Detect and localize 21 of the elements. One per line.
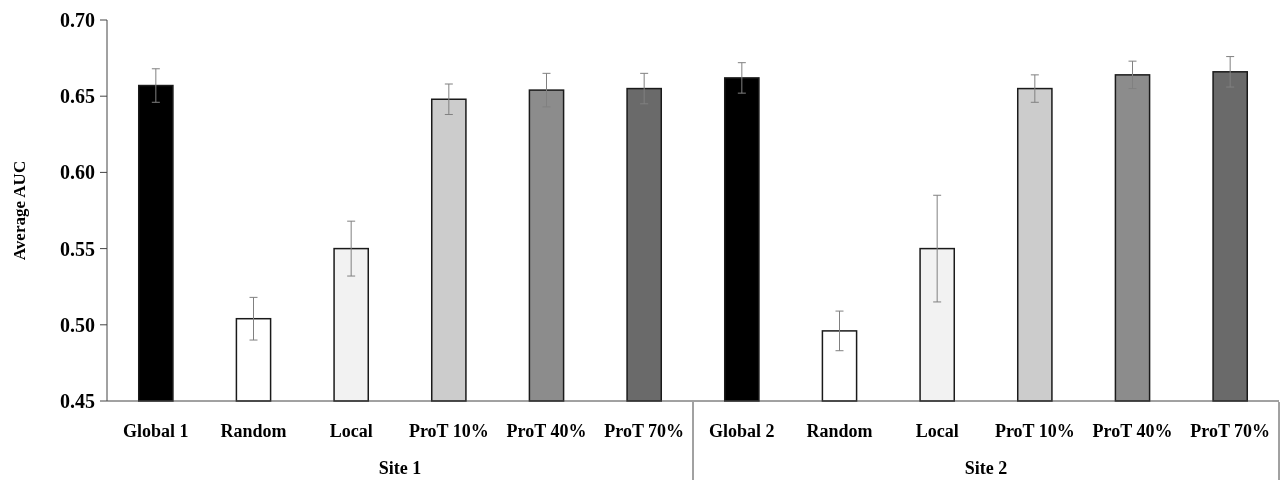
y-tick-label: 0.55	[60, 237, 95, 260]
y-tick-label: 0.45	[60, 390, 95, 412]
x-tick-label: Local	[915, 421, 959, 441]
x-tick-label: ProT 10%	[408, 421, 489, 441]
x-tick-label: Random	[806, 421, 873, 441]
y-tick-label: 0.60	[60, 161, 95, 184]
y-tick-label: 0.65	[60, 85, 95, 108]
text: Site 1	[378, 458, 422, 478]
y-axis-title: Average AUC	[10, 160, 29, 261]
x-tick-label: Local	[329, 421, 373, 441]
text: Site 2	[964, 458, 1008, 478]
x-tick-label: Global 2	[709, 421, 775, 441]
x-tick-label: ProT 70%	[1190, 421, 1271, 441]
x-tick-label: ProT 40%	[1092, 421, 1173, 441]
x-tick-label: Random	[220, 421, 287, 441]
x-tick-label: Global 1	[123, 421, 189, 441]
x-tick-label: ProT 10%	[994, 421, 1075, 441]
x-tick-label: ProT 40%	[506, 421, 587, 441]
x-tick-label: ProT 70%	[604, 421, 685, 441]
y-tick-label: 0.50	[60, 313, 95, 336]
y-tick-label: 0.70	[60, 9, 95, 31]
